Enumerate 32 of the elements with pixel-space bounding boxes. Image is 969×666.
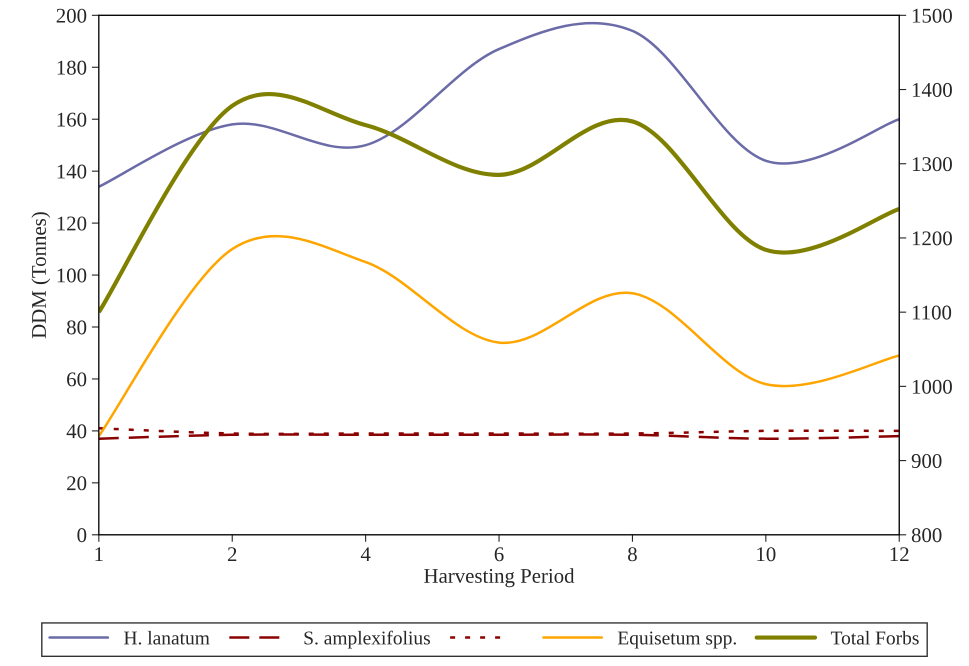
y-tick-label: 120 [58, 216, 86, 231]
y-tick-label: 100 [58, 268, 86, 282]
x-tick-label: 6 [494, 547, 504, 562]
x-tick-label: 8 [628, 547, 637, 562]
y2-tick-label: 800 [912, 528, 942, 542]
y2-tick-label: 1200 [912, 231, 952, 246]
x-tick-label: 10 [757, 547, 776, 562]
legend-label: S. amplexifolius [304, 630, 430, 648]
legend-label: Equisetum spp. [618, 631, 736, 648]
x-tick-label: 1 [95, 547, 103, 562]
y-tick-label: 140 [58, 164, 86, 179]
y-tick-label: 40 [66, 424, 86, 438]
y-tick-label: 0 [77, 528, 86, 542]
y-tick-label: 180 [58, 60, 86, 75]
y2-tick-label: 900 [912, 454, 942, 468]
y-tick-label: 200 [56, 8, 86, 23]
y2-tick-label: 1400 [912, 82, 952, 97]
legend-label: Total Forbs [830, 630, 919, 645]
legend-label: H. lanatum [124, 630, 210, 645]
x-tick-label: 2 [228, 547, 236, 562]
y2-tick-label: 1100 [912, 306, 952, 320]
y-tick-label: 80 [66, 320, 86, 334]
x-tick-label: 4 [360, 547, 371, 562]
y-tick-label: 20 [67, 476, 86, 490]
y2-tick-label: 1500 [912, 8, 952, 23]
x-axis-title: Harvesting Period [424, 568, 574, 588]
y-axis-title: DDM (Tonnes) [31, 212, 50, 338]
y2-tick-label: 1000 [912, 380, 952, 394]
y-tick-label: 160 [58, 112, 86, 127]
y-tick-label: 60 [67, 372, 86, 386]
y2-tick-label: 1300 [912, 157, 952, 172]
x-tick-label: 12 [890, 547, 908, 562]
